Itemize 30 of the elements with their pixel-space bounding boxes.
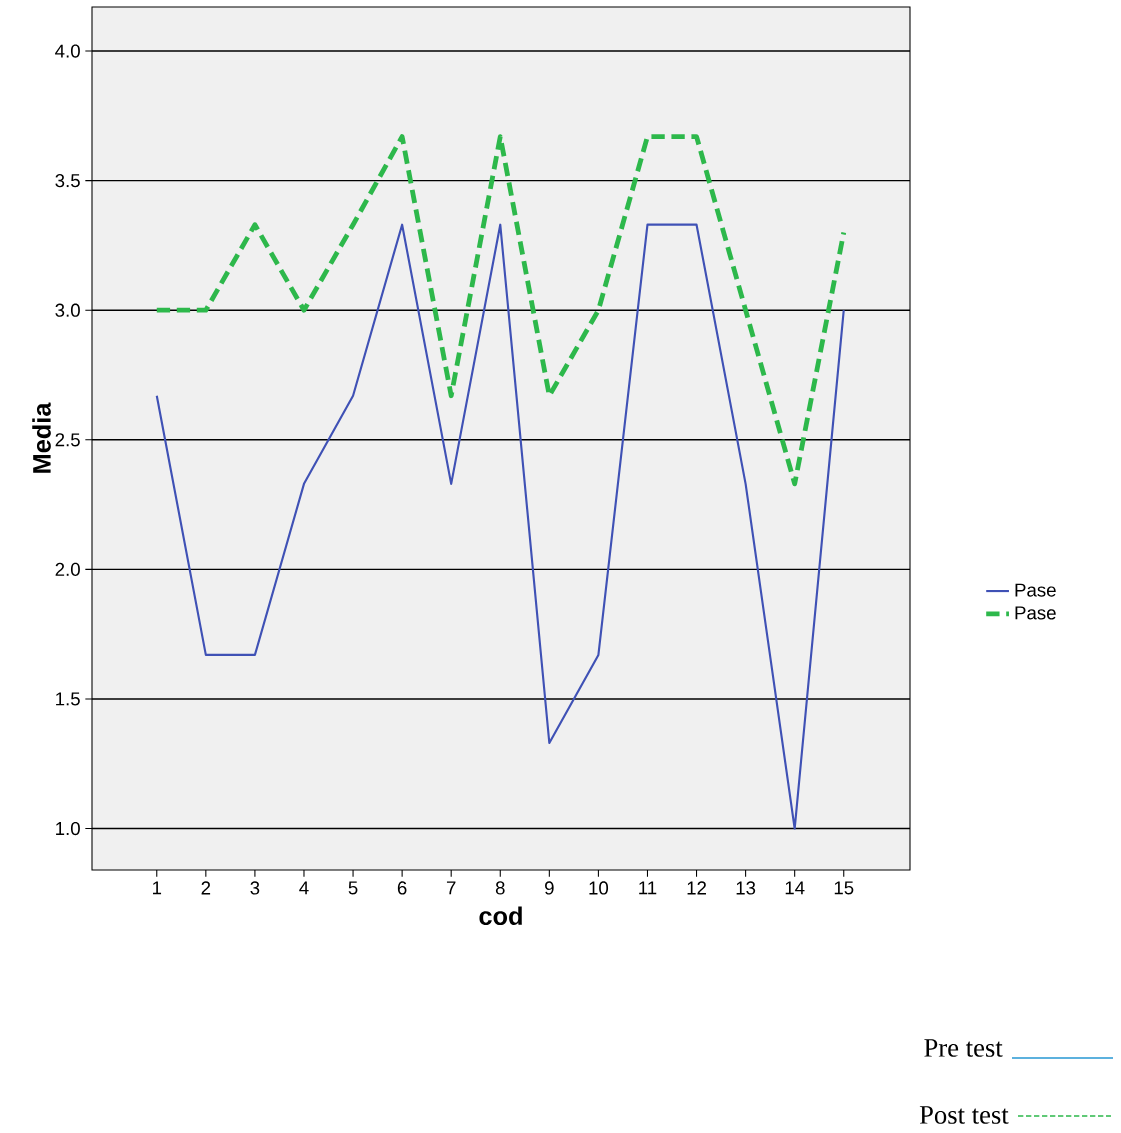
line-series [154, 134, 847, 487]
x-tick-label: 15 [834, 881, 854, 895]
y-tick-label: 1.5 [56, 692, 80, 706]
x-tick-label: 13 [736, 881, 756, 895]
x-tick-label: 3 [250, 881, 260, 895]
y-tick-label: 3.0 [55, 303, 80, 317]
x-axis-title: cod [479, 906, 522, 926]
y-tick-label: 4.0 [55, 44, 80, 58]
y-tick-label: 2.0 [55, 562, 80, 576]
line-series [155, 223, 845, 830]
x-tick-label: 12 [687, 881, 706, 895]
text: Pre test [924, 1039, 1003, 1057]
x-tick-label: 6 [397, 881, 407, 895]
legend-label: Pase [1015, 606, 1056, 620]
legend-label: Pase [1015, 583, 1056, 597]
x-tick-label: 1 [153, 881, 162, 895]
x-tick-label: 2 [201, 881, 211, 895]
x-tick-label: 9 [545, 881, 554, 895]
x-tick-label: 5 [348, 881, 358, 895]
y-tick-label: 1.0 [56, 821, 80, 836]
text: Post test [919, 1106, 1009, 1124]
x-tick-label: 4 [299, 881, 309, 895]
y-axis-title: Media [32, 402, 51, 473]
y-tick-label: 2.5 [55, 433, 80, 447]
y-tick-label: 3.5 [55, 174, 80, 188]
x-tick-label: 10 [589, 881, 609, 895]
x-tick-label: 8 [495, 881, 505, 895]
x-tick-label: 14 [785, 881, 805, 895]
x-tick-label: 11 [639, 881, 657, 895]
x-tick-label: 7 [446, 881, 456, 895]
